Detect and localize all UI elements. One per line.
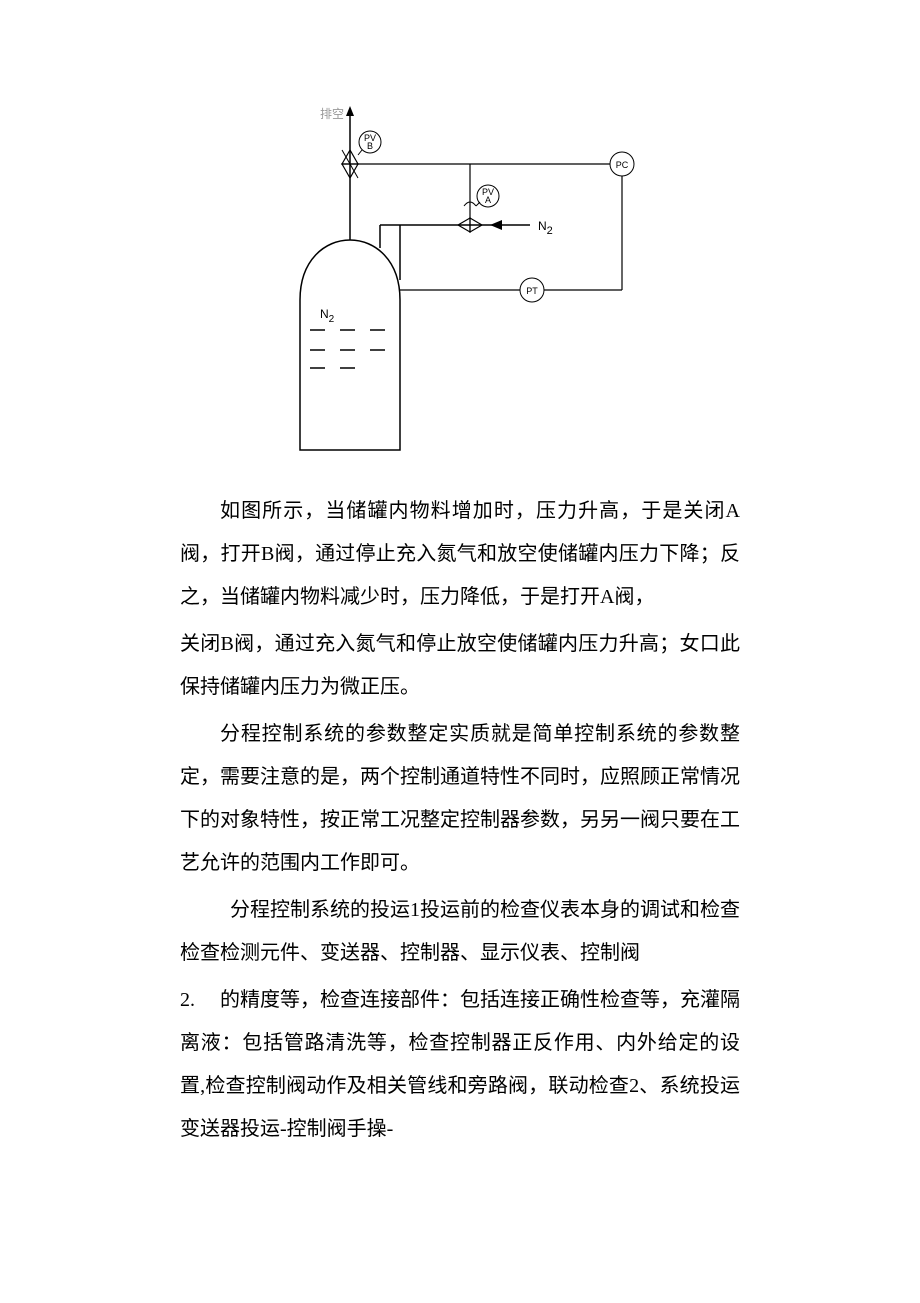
n2-flow-arrow (490, 220, 502, 230)
liquid-level-dashes (310, 330, 385, 368)
process-diagram: N2 排空 PVB PC (280, 100, 640, 460)
tank-n2-label: N2 (320, 307, 335, 325)
paragraph-4: 的精度等，检查连接部件：包括连接正确性检查等，充灌隔离液：包括管路清洗等，检查控… (180, 979, 740, 1151)
pt-text: PT (526, 286, 538, 296)
num-2-label: 2. (180, 979, 220, 1022)
diagram-svg: N2 排空 PVB PC (280, 100, 640, 460)
pva-connector (476, 202, 480, 206)
n2-inlet-label: N2 (538, 219, 553, 237)
paragraph-3: 分程控制系统的投运1投运前的检查仪表本身的调试和检查检查检测元件、变送器、控制器… (180, 889, 740, 975)
pva-text: PVA (482, 187, 494, 205)
vent-arrowhead (346, 106, 354, 116)
pc-text: PC (616, 160, 629, 170)
valve-a (458, 200, 482, 232)
tank-outline (300, 240, 400, 450)
paragraph-1a: 如图所示，当储罐内物料增加时，压力升高，于是关闭A阀，打开B阀，通过停止充入氮气… (180, 490, 740, 619)
pvb-connector (358, 150, 362, 155)
paragraph-1b: 关闭B阀，通过充入氮气和停止放空使储罐内压力升高；女口此保持储罐内压力为微正压。 (180, 623, 740, 709)
pvb-text: PVB (364, 133, 376, 151)
paragraph-2: 分程控制系统的参数整定实质就是简单控制系统的参数整定，需要注意的是，两个控制通道… (180, 713, 740, 885)
vent-label: 排空 (320, 107, 344, 121)
